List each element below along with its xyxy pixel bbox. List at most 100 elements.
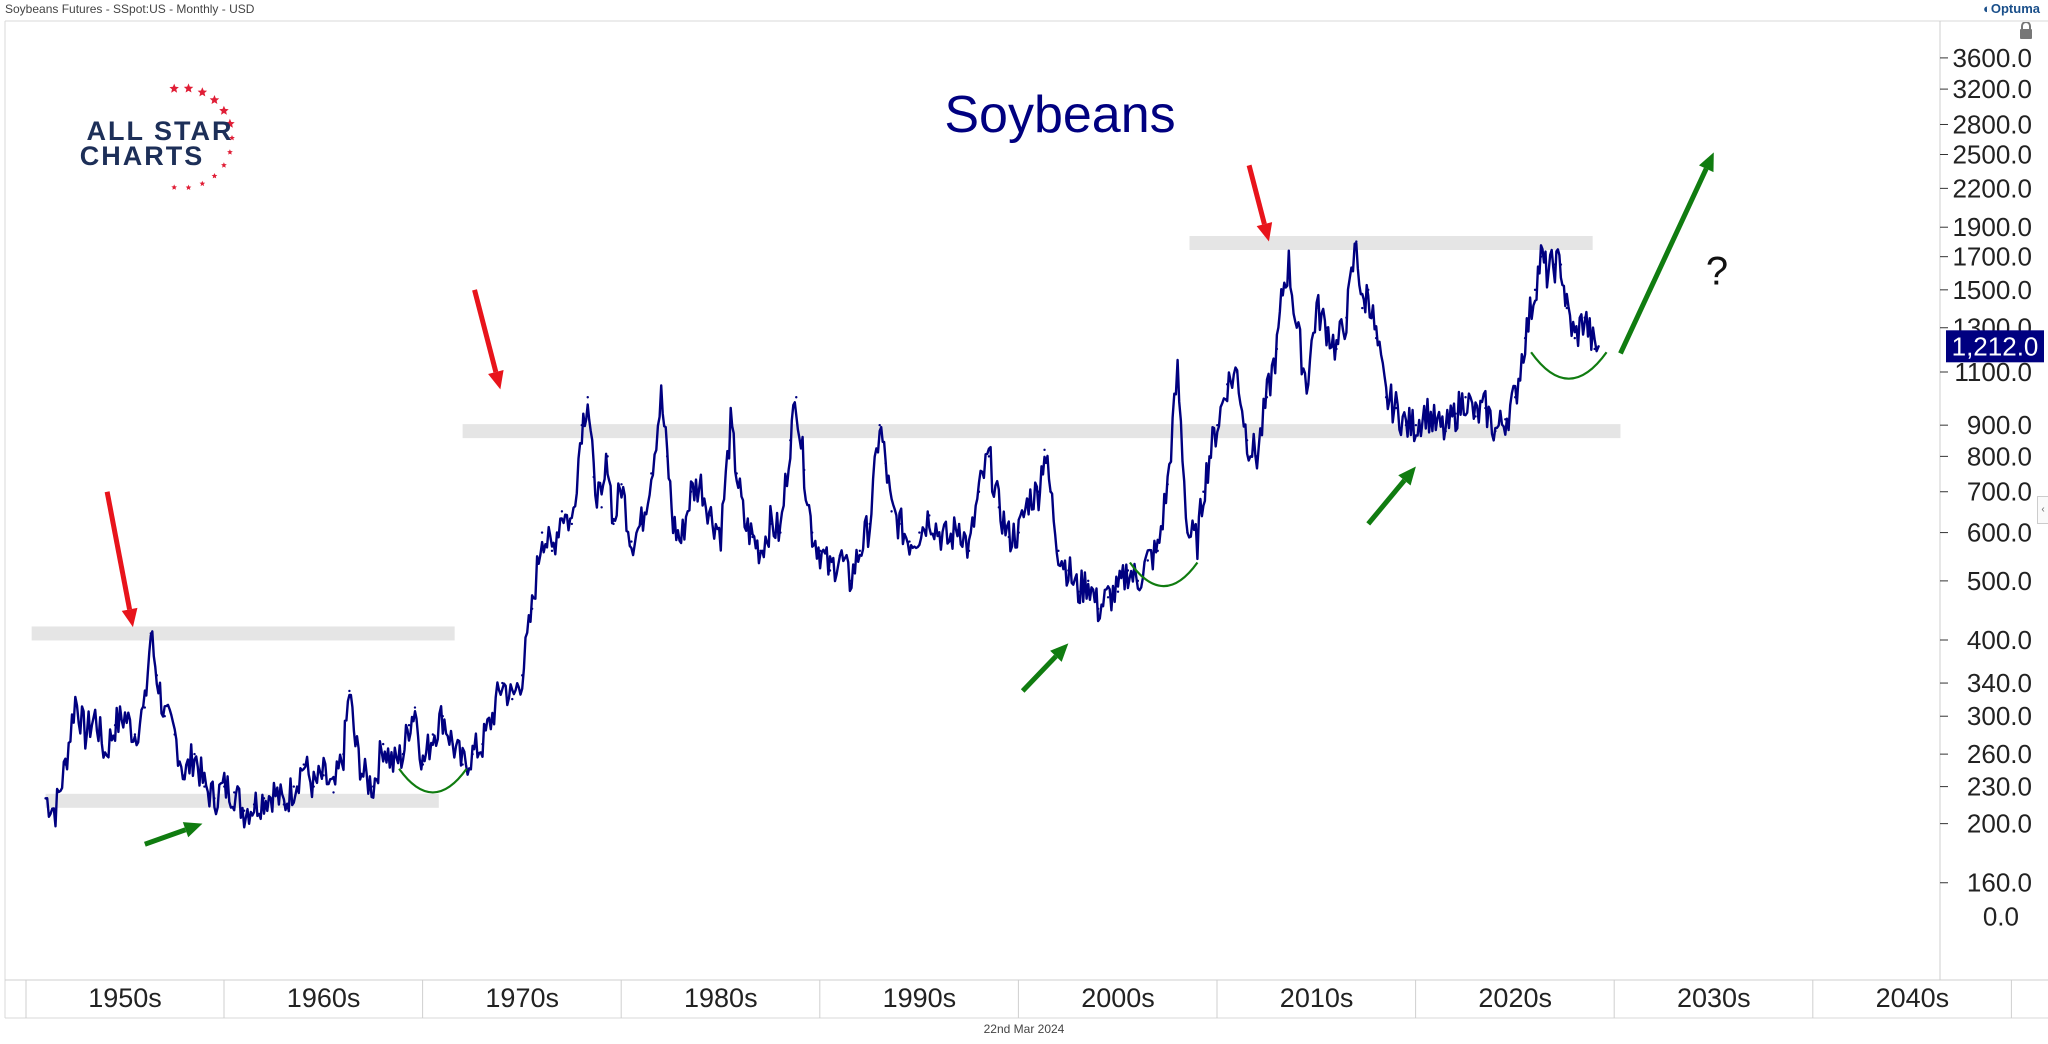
- price-point: [838, 554, 842, 557]
- price-point: [491, 715, 494, 718]
- price-point: [1305, 383, 1308, 386]
- price-point: [213, 797, 216, 800]
- price-point: [908, 540, 911, 543]
- last-price-background: [1946, 330, 2044, 363]
- price-point: [606, 455, 609, 458]
- price-point: [362, 774, 365, 777]
- price-point: [957, 522, 961, 526]
- y-tick-label: 900.0: [1967, 410, 2032, 440]
- price-point: [348, 689, 351, 693]
- price-point: [282, 803, 286, 806]
- price-point: [413, 706, 417, 709]
- x-tick-label: 1970s: [485, 983, 559, 1013]
- price-point: [1216, 423, 1219, 427]
- price-point: [1573, 336, 1576, 340]
- question-mark-annotation: ?: [1706, 250, 1728, 294]
- price-point: [501, 681, 504, 685]
- zone-0: [31, 626, 455, 641]
- logo-text-line2: CHARTS: [80, 141, 205, 171]
- up-arrow-0: [144, 827, 187, 847]
- price-point: [1027, 498, 1030, 501]
- price-point: [163, 715, 166, 718]
- price-point: [884, 461, 887, 465]
- lock-icon[interactable]: [2018, 22, 2034, 40]
- price-point: [1504, 418, 1507, 421]
- arrow-head-2: [1398, 466, 1416, 486]
- arrow-head-6: [1256, 222, 1273, 242]
- y-tick-label: 800.0: [1967, 441, 2032, 471]
- down-arrow-5: [472, 289, 499, 373]
- optuma-brand-logo: ◐Optuma: [1983, 1, 2040, 16]
- price-point: [1265, 396, 1269, 399]
- x-tick-label: 2000s: [1081, 983, 1155, 1013]
- price-point: [550, 549, 554, 553]
- price-point: [660, 396, 663, 399]
- x-tick-label: 1980s: [684, 983, 758, 1013]
- logo-star-icon: [219, 105, 229, 115]
- price-point: [1186, 531, 1189, 534]
- price-point: [620, 483, 623, 486]
- price-point: [967, 549, 971, 553]
- logo-star-icon: [225, 118, 235, 128]
- y-tick-label-zero: 0.0: [1983, 902, 2019, 932]
- price-point: [1057, 549, 1060, 553]
- y-tick-label: 400.0: [1967, 625, 2032, 655]
- y-tick-label: 1700.0: [1952, 242, 2032, 272]
- price-point: [878, 423, 881, 427]
- price-point: [540, 531, 544, 534]
- price-point: [354, 742, 357, 746]
- price-point: [123, 715, 127, 718]
- price-point: [1414, 423, 1418, 427]
- arrow-head-0: [182, 822, 203, 838]
- price-point: [173, 733, 176, 736]
- price-point: [803, 468, 806, 472]
- price-point: [223, 785, 226, 788]
- price-point: [1514, 396, 1517, 399]
- price-point: [769, 522, 772, 526]
- price-point: [312, 785, 315, 788]
- price-point: [262, 797, 266, 800]
- y-tick-label: 3600.0: [1952, 43, 2032, 73]
- side-panel-collapse-tab[interactable]: ‹: [2037, 496, 2048, 524]
- price-point: [84, 733, 87, 736]
- up-arrow-2: [1366, 478, 1407, 526]
- price-point: [155, 674, 158, 677]
- price-point: [292, 785, 296, 788]
- logo-star-icon: [211, 173, 218, 179]
- price-point: [1361, 306, 1364, 310]
- price-point: [689, 490, 693, 493]
- arrow-head-5: [488, 369, 504, 390]
- price-point: [1116, 590, 1120, 593]
- last-price-label: 1,212.0: [1952, 331, 2039, 361]
- y-tick-label: 1900.0: [1952, 212, 2032, 242]
- price-point: [586, 396, 589, 399]
- y-tick-label: 2800.0: [1952, 109, 2032, 139]
- price-point: [1126, 569, 1130, 572]
- price-point: [1464, 396, 1467, 399]
- price-point: [1434, 423, 1437, 427]
- price-point: [600, 506, 603, 509]
- logo-star-icon: [209, 95, 220, 104]
- price-line: [45, 241, 1600, 829]
- price-point: [1565, 306, 1569, 310]
- logo-star-icon: [197, 87, 208, 97]
- logo-star-icon: [199, 180, 206, 187]
- chart-header-title: Soybeans Futures - SSpot:US - Monthly - …: [5, 2, 255, 16]
- price-point: [679, 540, 683, 543]
- price-point: [997, 506, 1001, 509]
- x-tick-label: 1990s: [883, 983, 957, 1013]
- x-tick-label: 1960s: [287, 983, 361, 1013]
- price-point: [858, 549, 862, 553]
- x-tick-label: 2020s: [1478, 983, 1552, 1013]
- chart-date-footer: 22nd Mar 2024: [983, 1022, 1065, 1036]
- price-point: [1196, 540, 1199, 543]
- logo-star-icon: [229, 135, 235, 141]
- price-point: [143, 706, 147, 709]
- price-point: [650, 472, 653, 475]
- chart-title: Soybeans: [944, 86, 1175, 144]
- price-point: [828, 569, 832, 572]
- y-tick-label: 200.0: [1967, 809, 2032, 839]
- price-point: [1043, 448, 1046, 452]
- price-point: [743, 522, 746, 526]
